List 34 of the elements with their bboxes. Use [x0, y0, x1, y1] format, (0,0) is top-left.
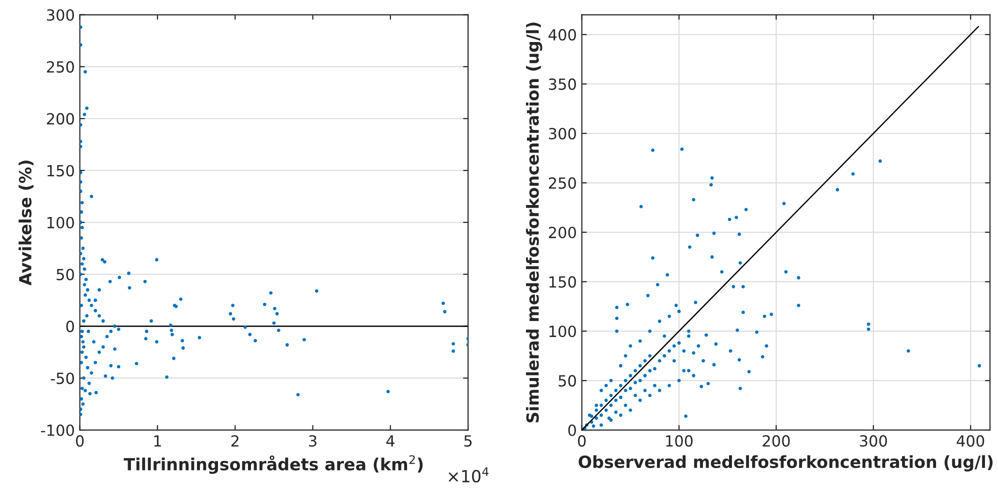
y-tick-label: 250 [46, 61, 74, 73]
y-axis-title: Avvikelse (%) [18, 160, 34, 286]
x-tick-label: 4 [386, 435, 394, 446]
x-tick-label: 2 [231, 435, 238, 446]
y-tick-label: 300 [46, 9, 74, 21]
y-tick-label: 350 [548, 78, 576, 90]
x-tick-label: 400 [956, 435, 984, 447]
x-tick-label: 100 [666, 435, 693, 447]
x-tick-label: 0 [578, 435, 586, 447]
x-tick-label: 1 [154, 435, 161, 446]
x-tick-label: 0 [76, 435, 84, 447]
x-axis-title: Observerad medelfosforkoncentration (ug/l) [578, 455, 993, 472]
y-tick-label: 300 [548, 128, 576, 140]
x-axis-title: Tillrinningsområdets area (km$^{2}$) [124, 455, 423, 474]
y-tick-label: 200 [548, 226, 576, 238]
x-tick-label: 5 [464, 435, 472, 447]
y-tick-label: 250 [548, 177, 576, 189]
y-tick-label: 0 [568, 424, 576, 436]
y-tick-label: 100 [47, 216, 74, 228]
y-tick-label: -100 [41, 424, 74, 436]
y-tick-label: 50 [56, 268, 74, 280]
x-tick-label: 200 [762, 435, 790, 447]
text: ×10$^{4}$ [448, 467, 488, 482]
y-tick-label: 100 [549, 326, 576, 338]
x-tick-label: 3 [309, 435, 316, 447]
y-tick-label: 400 [548, 29, 576, 41]
x-tick-label: 300 [860, 435, 887, 447]
y-tick-label: 150 [549, 276, 576, 288]
y-tick-label: 50 [558, 375, 576, 387]
y-tick-label: 0 [66, 320, 74, 332]
y-tick-label: 200 [46, 113, 74, 125]
y-axis-title: Simulerad medelfosforkoncentration (ug/l) [526, 22, 542, 422]
y-tick-label: -50 [50, 372, 74, 384]
y-tick-label: 150 [47, 164, 74, 176]
